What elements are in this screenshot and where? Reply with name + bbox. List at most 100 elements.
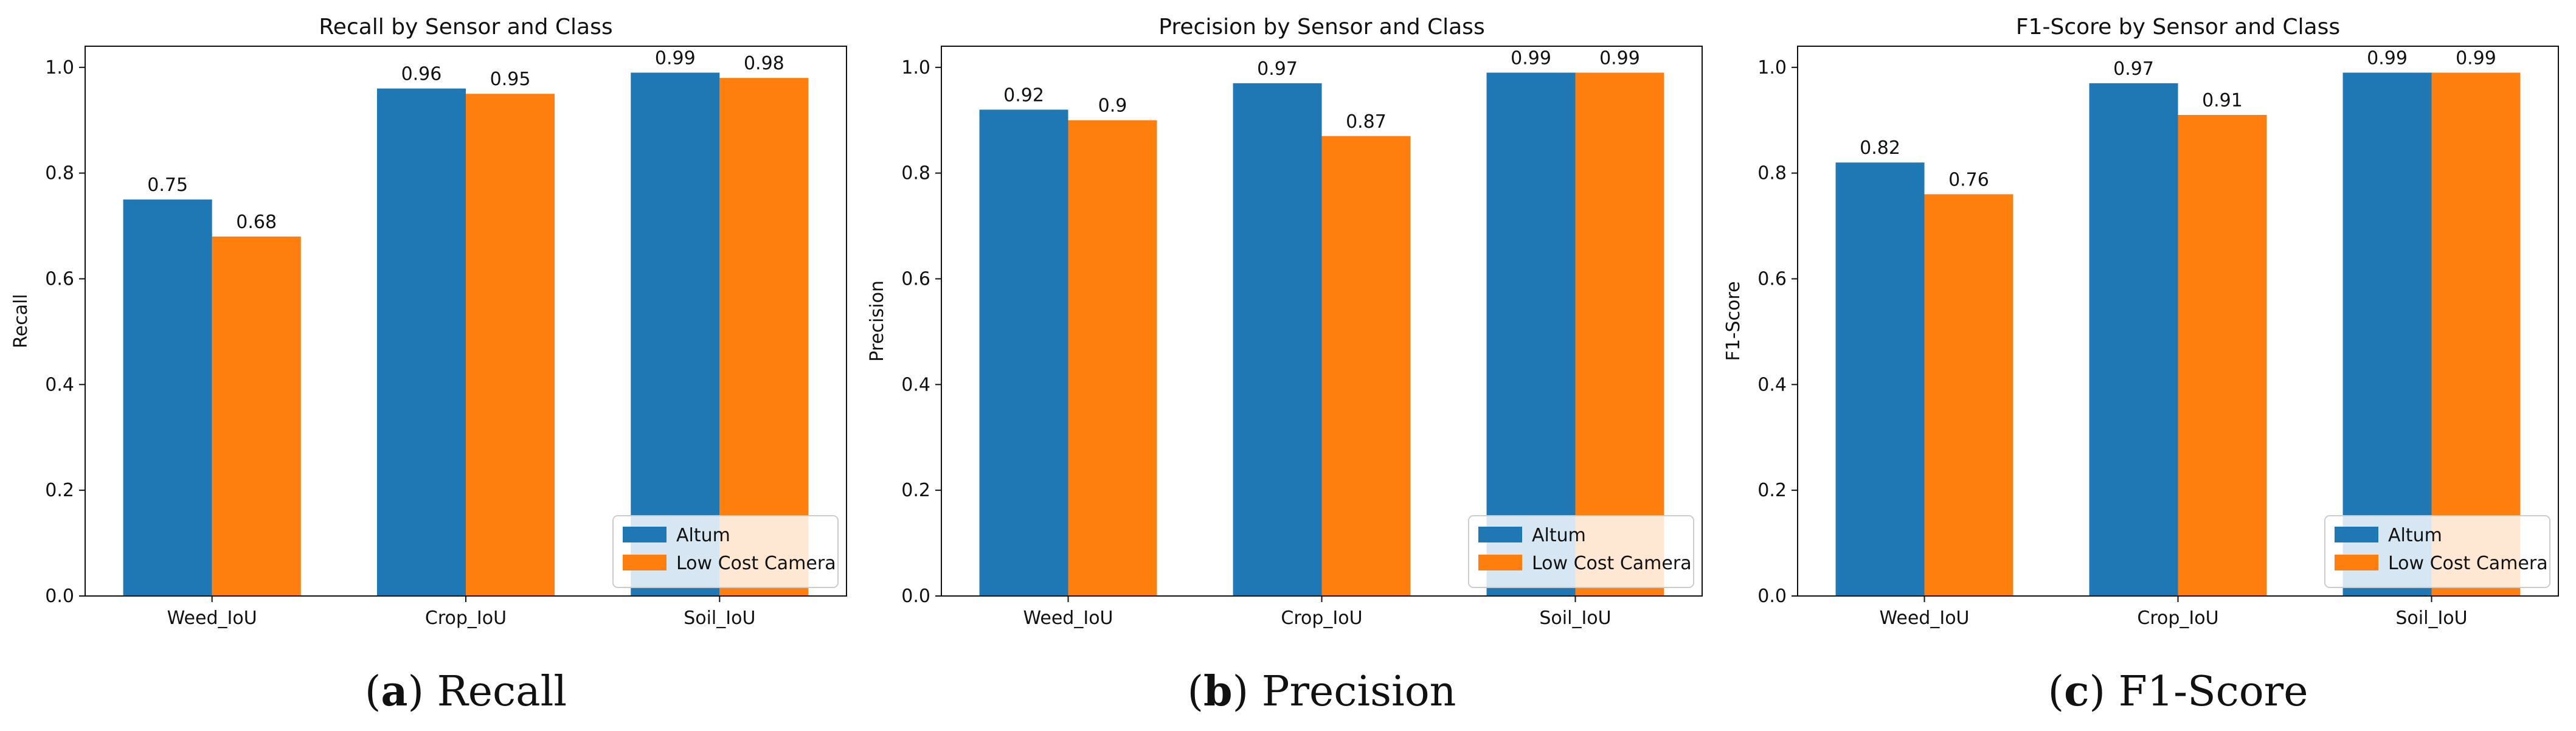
- legend-swatch: [1478, 555, 1522, 570]
- bar-altum-crop-iou: [1233, 83, 1322, 596]
- legend-entry-label: Low Cost Camera: [2388, 553, 2548, 574]
- bar-value-label: 0.99: [1511, 47, 1551, 69]
- bar-value-label: 0.98: [744, 53, 784, 74]
- bar-low-cost-camera-weed-iou: [1068, 120, 1157, 596]
- caption-close-paren: ): [407, 668, 437, 716]
- bar-low-cost-camera-crop-iou: [1321, 136, 1411, 596]
- legend: Altum Low Cost Camera: [2324, 515, 2550, 588]
- bar-altum-soil-iou: [631, 72, 720, 596]
- bar-altum-crop-iou: [376, 88, 466, 597]
- bar-value-label: 0.97: [2113, 58, 2154, 80]
- y-axis-label: Precision: [867, 280, 888, 362]
- x-tick-label: Crop_IoU: [425, 608, 507, 629]
- bar-low-cost-camera-weed-iou: [212, 236, 301, 596]
- y-tick-label: 0.0: [45, 586, 74, 607]
- bar-value-label: 0.96: [401, 64, 442, 85]
- y-tick-label: 0.8: [901, 163, 930, 184]
- caption-text: Precision: [1262, 668, 1456, 716]
- legend-box: [612, 515, 839, 588]
- caption-letter: c: [2064, 667, 2089, 716]
- bar-value-label: 0.68: [236, 212, 277, 233]
- bar-altum-crop-iou: [2089, 83, 2178, 596]
- chart-title: Precision by Sensor and Class: [1158, 15, 1484, 40]
- y-tick-label: 0.2: [901, 480, 930, 501]
- y-tick-label: 0.6: [1757, 268, 1787, 289]
- legend-entry-label: Low Cost Camera: [1532, 553, 1692, 574]
- y-tick-label: 0.2: [1757, 480, 1787, 501]
- caption-close-paren: ): [1233, 668, 1262, 716]
- y-tick-label: 0.2: [45, 480, 74, 501]
- x-tick-label: Weed_IoU: [1879, 608, 1969, 629]
- bar-value-label: 0.99: [1599, 47, 1640, 69]
- bar-value-label: 0.76: [1948, 169, 1989, 190]
- y-tick-label: 0.8: [1757, 163, 1787, 184]
- y-tick-label: 0.0: [1757, 586, 1787, 607]
- bar-altum-weed-iou: [1835, 162, 1925, 596]
- bar-value-label: 0.87: [1346, 111, 1387, 133]
- y-tick-label: 0.4: [45, 374, 74, 395]
- x-tick-label: Crop_IoU: [2137, 608, 2218, 629]
- legend-swatch: [623, 555, 667, 570]
- bar-value-label: 0.99: [2456, 47, 2496, 69]
- caption-text: F1-Score: [2119, 668, 2308, 716]
- bar-value-label: 0.75: [147, 175, 188, 196]
- y-tick-label: 0.0: [901, 586, 930, 607]
- caption-letter: b: [1203, 667, 1233, 716]
- legend-swatch: [2335, 555, 2378, 570]
- bar-low-cost-camera-soil-iou: [719, 78, 809, 597]
- y-tick-label: 0.4: [1757, 374, 1787, 395]
- legend-entry-label: Altum: [2388, 525, 2442, 546]
- legend: Altum Low Cost Camera: [612, 515, 839, 588]
- bar-value-label: 0.91: [2202, 90, 2243, 111]
- bar-low-cost-camera-soil-iou: [2431, 72, 2521, 596]
- bar-value-label: 0.99: [655, 47, 696, 69]
- y-tick-label: 1.0: [901, 57, 930, 78]
- bar-value-label: 0.9: [1098, 95, 1127, 117]
- legend-swatch: [1478, 527, 1522, 542]
- legend-entry-label: Altum: [1532, 525, 1586, 546]
- chart-panel-1: Recall by Sensor and Class Recall 0.0 0.2 0.…: [10, 15, 847, 716]
- bar-value-label: 0.92: [1003, 85, 1044, 106]
- y-tick-label: 0.6: [901, 268, 930, 289]
- chart-panel-3: F1-Score by Sensor and Class F1-Score 0.0 0…: [1723, 15, 2559, 716]
- plot-frame: [941, 46, 1703, 597]
- chart-panel-2: Precision by Sensor and Class Precision 0.…: [867, 15, 1703, 716]
- caption-open-paren: (: [365, 668, 381, 716]
- panel-caption: (c) F1-Score: [2048, 667, 2308, 716]
- bar-value-label: 0.99: [2367, 47, 2408, 69]
- plot-frame: [85, 46, 847, 597]
- legend-box: [2324, 515, 2550, 588]
- plot-frame: [1797, 46, 2559, 597]
- y-tick-label: 0.8: [45, 163, 74, 184]
- panel-caption: (b) Precision: [1188, 667, 1456, 716]
- bar-low-cost-camera-soil-iou: [1575, 72, 1664, 596]
- bar-altum-weed-iou: [979, 109, 1068, 597]
- caption-open-paren: (: [1188, 668, 1204, 716]
- bar-low-cost-camera-weed-iou: [1924, 194, 2013, 596]
- x-tick-label: Soil_IoU: [684, 608, 755, 629]
- x-tick-label: Weed_IoU: [1023, 608, 1113, 629]
- y-axis-label: F1-Score: [1723, 281, 1744, 361]
- legend-swatch: [2335, 527, 2378, 542]
- x-tick-label: Soil_IoU: [2395, 608, 2467, 629]
- y-tick-label: 1.0: [45, 57, 74, 78]
- bar-altum-soil-iou: [2342, 72, 2432, 596]
- legend-entry-label: Low Cost Camera: [676, 553, 836, 574]
- bar-value-label: 0.97: [1257, 58, 1298, 80]
- bar-altum-weed-iou: [123, 199, 212, 597]
- bar-low-cost-camera-crop-iou: [2178, 115, 2267, 596]
- y-tick-label: 0.6: [45, 268, 74, 289]
- legend-entry-label: Altum: [676, 525, 730, 546]
- legend: Altum Low Cost Camera: [1468, 515, 1694, 588]
- y-tick-label: 0.4: [901, 374, 930, 395]
- bar-altum-soil-iou: [1486, 72, 1576, 596]
- panel-caption: (a) Recall: [365, 667, 567, 716]
- bar-value-label: 0.95: [490, 69, 531, 90]
- x-tick-label: Crop_IoU: [1281, 608, 1362, 629]
- caption-letter: a: [381, 667, 407, 716]
- bar-low-cost-camera-crop-iou: [466, 94, 555, 596]
- y-axis-label: Recall: [10, 294, 32, 348]
- x-tick-label: Weed_IoU: [167, 608, 257, 629]
- y-tick-label: 1.0: [1757, 57, 1787, 78]
